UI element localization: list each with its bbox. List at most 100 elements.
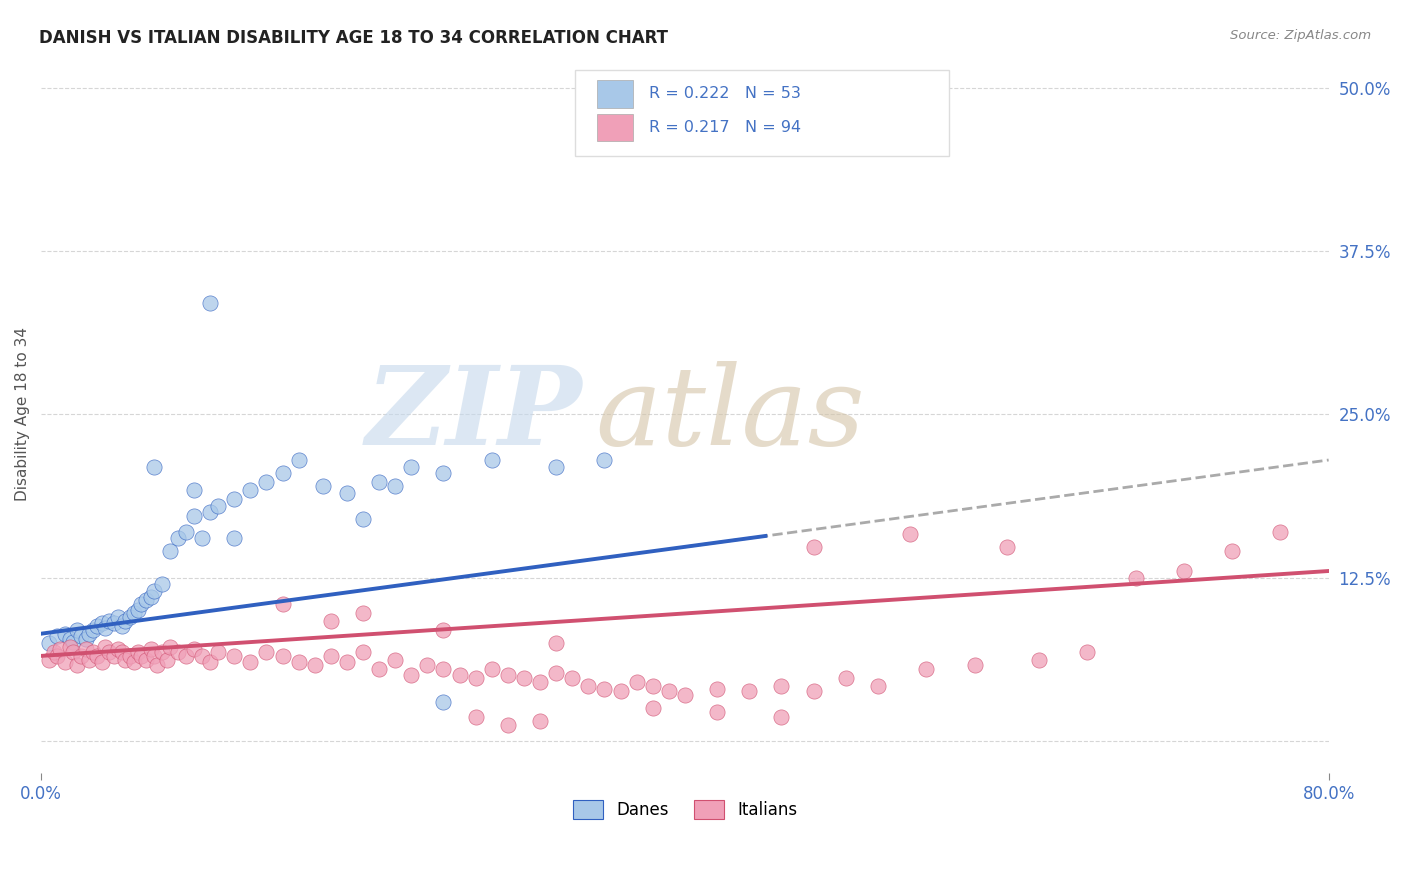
- Point: [129, 648, 152, 663]
- Point: [183, 642, 205, 657]
- Point: [53, 626, 76, 640]
- Point: [706, 681, 728, 696]
- Point: [1076, 645, 1098, 659]
- Point: [336, 656, 359, 670]
- Point: [384, 653, 406, 667]
- Point: [124, 656, 146, 670]
- Text: DANISH VS ITALIAN DISABILITY AGE 18 TO 34 CORRELATION CHART: DANISH VS ITALIAN DISABILITY AGE 18 TO 3…: [39, 29, 668, 46]
- Point: [129, 597, 152, 611]
- Legend: Danes, Italians: Danes, Italians: [567, 794, 804, 826]
- Bar: [598, 114, 633, 141]
- Point: [496, 718, 519, 732]
- Point: [368, 475, 391, 490]
- Point: [118, 648, 141, 663]
- Point: [62, 645, 84, 659]
- Point: [183, 509, 205, 524]
- Point: [915, 662, 938, 676]
- Point: [224, 532, 246, 546]
- Point: [91, 616, 114, 631]
- Point: [336, 485, 359, 500]
- Point: [174, 648, 197, 663]
- Point: [150, 577, 173, 591]
- Point: [432, 662, 454, 676]
- Point: [156, 653, 179, 667]
- Point: [191, 532, 214, 546]
- Point: [803, 541, 825, 555]
- Point: [963, 658, 986, 673]
- Point: [198, 296, 221, 310]
- Point: [110, 619, 132, 633]
- Point: [1125, 570, 1147, 584]
- Point: [207, 645, 229, 659]
- Point: [174, 524, 197, 539]
- Point: [738, 684, 761, 698]
- Point: [803, 684, 825, 698]
- FancyBboxPatch shape: [575, 70, 949, 156]
- Point: [75, 632, 97, 646]
- Point: [46, 629, 69, 643]
- Point: [75, 642, 97, 657]
- Point: [198, 505, 221, 519]
- Point: [124, 606, 146, 620]
- Point: [118, 609, 141, 624]
- Point: [53, 656, 76, 670]
- Point: [432, 623, 454, 637]
- Point: [135, 592, 157, 607]
- Point: [127, 645, 149, 659]
- Point: [191, 648, 214, 663]
- Point: [658, 684, 681, 698]
- Text: R = 0.217   N = 94: R = 0.217 N = 94: [648, 120, 801, 136]
- Point: [62, 634, 84, 648]
- Point: [401, 459, 423, 474]
- Point: [97, 645, 120, 659]
- Point: [94, 640, 117, 654]
- Point: [82, 623, 104, 637]
- Point: [352, 606, 374, 620]
- Point: [107, 642, 129, 657]
- Point: [159, 640, 181, 654]
- Point: [70, 629, 93, 643]
- Point: [70, 648, 93, 663]
- Point: [529, 714, 551, 729]
- Text: R = 0.222   N = 53: R = 0.222 N = 53: [648, 87, 800, 102]
- Point: [368, 662, 391, 676]
- Point: [49, 642, 72, 657]
- Point: [287, 656, 309, 670]
- Point: [496, 668, 519, 682]
- Point: [1028, 653, 1050, 667]
- Point: [319, 648, 342, 663]
- Point: [139, 642, 162, 657]
- Point: [167, 645, 190, 659]
- Point: [641, 701, 664, 715]
- Point: [86, 648, 108, 663]
- Point: [107, 609, 129, 624]
- Point: [546, 459, 568, 474]
- Y-axis label: Disability Age 18 to 34: Disability Age 18 to 34: [15, 327, 30, 501]
- Point: [271, 466, 294, 480]
- Point: [561, 671, 583, 685]
- Point: [150, 645, 173, 659]
- Point: [609, 684, 631, 698]
- Point: [287, 453, 309, 467]
- Point: [481, 662, 503, 676]
- Point: [352, 645, 374, 659]
- Point: [142, 583, 165, 598]
- Point: [254, 475, 277, 490]
- Point: [401, 668, 423, 682]
- Point: [481, 453, 503, 467]
- Point: [159, 544, 181, 558]
- Point: [86, 619, 108, 633]
- Point: [384, 479, 406, 493]
- Point: [183, 483, 205, 497]
- Point: [271, 648, 294, 663]
- Point: [432, 695, 454, 709]
- Point: [146, 658, 169, 673]
- Point: [271, 597, 294, 611]
- Point: [42, 645, 65, 659]
- Point: [1270, 524, 1292, 539]
- Point: [706, 705, 728, 719]
- Point: [65, 623, 87, 637]
- Point: [576, 679, 599, 693]
- Point: [593, 681, 616, 696]
- Point: [59, 640, 82, 654]
